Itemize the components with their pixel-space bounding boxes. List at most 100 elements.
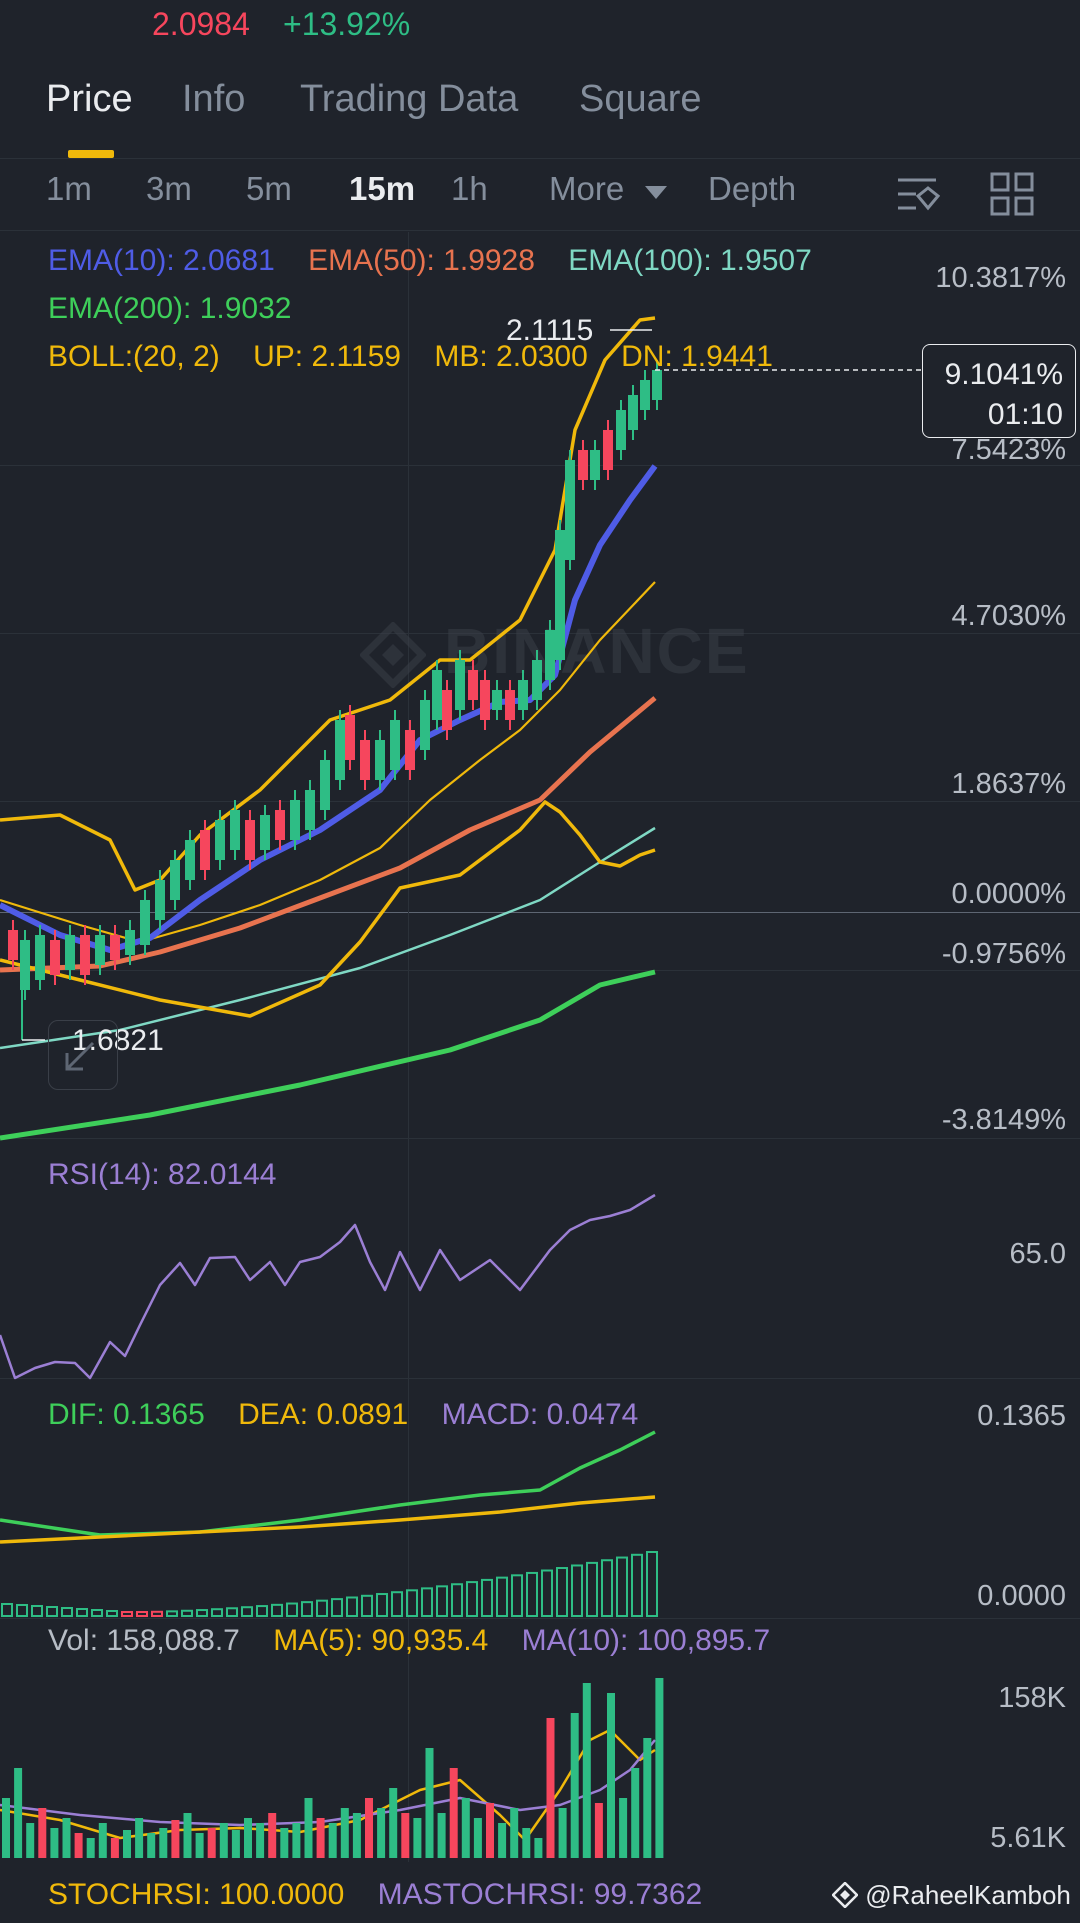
macd-bar [121, 1611, 133, 1617]
volume-bar [304, 1798, 313, 1858]
macd-bar [556, 1567, 568, 1617]
macd-dea: DEA: 0.0891 [238, 1398, 409, 1431]
candle-body [260, 815, 270, 850]
volume-bar [98, 1823, 107, 1858]
candle-body [185, 840, 195, 880]
vol-ma5: MA(5): 90,935.4 [273, 1624, 489, 1657]
volume-bar [86, 1838, 95, 1858]
axis-label: -0.9756% [941, 938, 1066, 970]
panel-divider [0, 1138, 1080, 1139]
macd-bar [241, 1606, 253, 1618]
interval-depth[interactable]: Depth [708, 170, 797, 207]
candle-body [95, 935, 105, 965]
volume-bars [2, 1678, 664, 1858]
candle-body [80, 935, 90, 975]
volume-bar [522, 1828, 531, 1858]
interval-5m[interactable]: 5m [246, 170, 292, 207]
layout-grid-icon[interactable] [990, 172, 1034, 221]
interval-more[interactable]: More [549, 170, 625, 207]
volume-bar [62, 1818, 71, 1858]
candle-body [20, 940, 30, 990]
interval-15m[interactable]: 15m [349, 170, 416, 207]
interval-3m[interactable]: 3m [146, 170, 192, 207]
macd-bar [331, 1598, 343, 1618]
candle-body [35, 935, 45, 980]
collapse-arrow-icon [65, 1041, 95, 1071]
volume-bar [389, 1788, 398, 1858]
macd-bar [496, 1576, 508, 1618]
macd-bar [421, 1587, 433, 1617]
ema100-value: EMA(100): 1.9507 [568, 244, 812, 277]
volume-bar [26, 1823, 35, 1858]
volume-bar [401, 1813, 410, 1858]
interval-1h[interactable]: 1h [451, 170, 488, 207]
volume-bar [631, 1768, 640, 1858]
boll-lower-line [0, 800, 656, 1018]
volume-bar [437, 1813, 446, 1858]
macd-bar [91, 1609, 103, 1617]
candle-body [320, 760, 330, 810]
grid-line [0, 633, 1080, 634]
candle-body [616, 410, 626, 450]
volume-bar [159, 1828, 168, 1858]
vol-axis-top: 158K [998, 1682, 1066, 1714]
binance-logo-icon [831, 1881, 859, 1909]
grid-line [0, 970, 1080, 971]
tab-info[interactable]: Info [182, 78, 246, 120]
candle-body [518, 680, 528, 710]
ema10-value: EMA(10): 2.0681 [48, 244, 275, 277]
tab-trading-data[interactable]: Trading Data [300, 78, 519, 120]
volume-bar [219, 1823, 228, 1858]
boll-upper-line [0, 316, 656, 892]
rsi-line [0, 1193, 656, 1380]
macd-bar [316, 1599, 328, 1617]
macd-bar [151, 1610, 163, 1617]
macd-dif: DIF: 0.1365 [48, 1398, 205, 1431]
macd-bar [436, 1585, 448, 1618]
binance-logo-icon [360, 622, 426, 688]
star-icon[interactable] [774, 0, 818, 18]
candle-body [140, 900, 150, 945]
tab-price[interactable]: Price [46, 78, 133, 120]
chevron-down-icon[interactable] [645, 186, 667, 205]
volume-bar [231, 1830, 240, 1858]
macd-bar [16, 1604, 28, 1617]
candle-body [578, 450, 588, 480]
indicator-settings-icon[interactable] [896, 174, 941, 219]
macd-bar [136, 1611, 148, 1617]
price-change-percent: +13.92% [283, 6, 411, 42]
volume-bar [498, 1823, 507, 1858]
macd-bar [406, 1589, 418, 1617]
candle-body [50, 940, 60, 975]
volume-bar [377, 1808, 386, 1858]
current-price: 2.0984 [152, 6, 250, 42]
vol-axis-bottom: 5.61K [990, 1822, 1066, 1854]
tab-square[interactable]: Square [579, 78, 702, 120]
volume-bar [2, 1798, 10, 1858]
alert-bell-icon[interactable] [980, 0, 1024, 18]
back-arrow-icon[interactable] [46, 0, 76, 10]
candle-body [155, 880, 165, 920]
share-icon[interactable] [894, 0, 938, 18]
ema-legend-row1: EMA(10): 2.0681 EMA(50): 1.9928 EMA(100)… [48, 244, 812, 278]
macd-bar [601, 1559, 613, 1618]
volume-ma10-line [0, 1739, 656, 1827]
candle-body [640, 380, 650, 410]
volume-bar [582, 1683, 591, 1858]
candle-body [275, 810, 285, 840]
volume-bar [340, 1808, 349, 1858]
volume-bar [352, 1813, 361, 1858]
candle-body [125, 930, 135, 955]
collapse-chart-button[interactable] [48, 1020, 118, 1090]
macd-bar [1, 1603, 13, 1617]
candle-body [200, 830, 210, 870]
high-price-label: 2.1115 [506, 314, 594, 347]
candle-body [290, 800, 300, 840]
interval-1m[interactable]: 1m [46, 170, 92, 207]
stochrsi-legend: STOCHRSI: 100.0000 MASTOCHRSI: 99.7362 [48, 1878, 702, 1912]
macd-bar [211, 1608, 223, 1617]
candlestick-chart[interactable] [0, 232, 1080, 1862]
macd-dif-line [0, 1430, 656, 1537]
volume-bar [655, 1678, 664, 1858]
macd-bar [541, 1569, 553, 1617]
